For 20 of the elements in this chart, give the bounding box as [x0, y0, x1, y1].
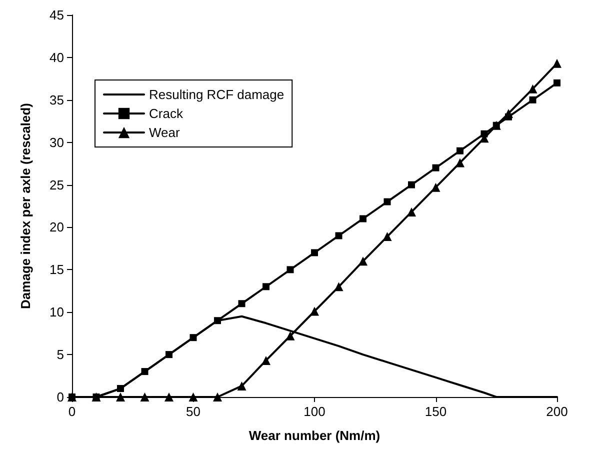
- x-tick-label: 100: [304, 404, 326, 419]
- x-tick-label: 150: [424, 404, 447, 419]
- y-tick-label: 5: [56, 347, 64, 362]
- x-tick-label: 200: [546, 404, 568, 419]
- y-axis-title: Damage index per axle (rescaled): [18, 103, 33, 309]
- y-tick-label: 35: [50, 92, 64, 108]
- y-tick-label: 20: [50, 220, 64, 235]
- y-tick-label: 45: [50, 8, 64, 22]
- y-tick-label: 40: [50, 50, 64, 65]
- y-tick-label: 0: [56, 390, 64, 404]
- y-tick-label: 15: [50, 262, 64, 278]
- legend-label: Wear: [149, 125, 180, 140]
- y-tick-label: 30: [50, 134, 64, 150]
- x-tick-label: 50: [186, 404, 200, 419]
- x-tick-label: 0: [68, 404, 76, 419]
- legend-label: Crack: [149, 106, 184, 121]
- y-tick-label: 10: [50, 304, 64, 320]
- x-axis-title: Wear number (Nm/m): [248, 428, 380, 443]
- y-tick-label: 25: [50, 177, 64, 192]
- legend-label: Resulting RCF damage: [149, 87, 284, 102]
